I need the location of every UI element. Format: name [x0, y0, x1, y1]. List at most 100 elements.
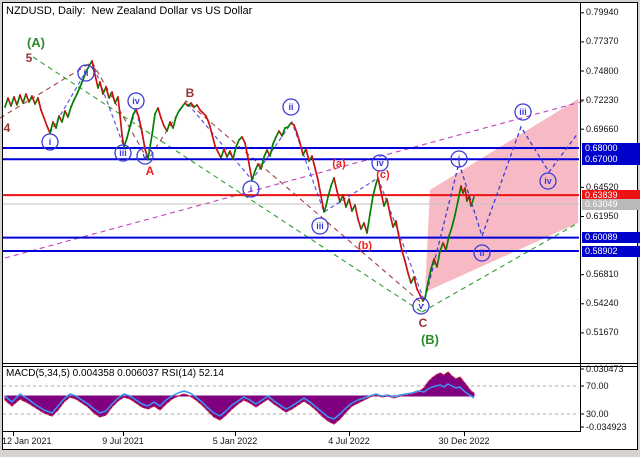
- price-series-segment: [427, 268, 432, 284]
- wave-circle-ii[interactable]: [473, 244, 491, 262]
- price-tick-label: 0.74800: [586, 65, 619, 76]
- price-series-segment: [247, 157, 253, 181]
- wave-circle-label-v: v: [142, 151, 147, 161]
- price-series-segment: [320, 195, 325, 213]
- price-series-segment: [451, 214, 456, 228]
- price-series-segment: [439, 242, 444, 252]
- wave-circle-v[interactable]: [136, 147, 154, 165]
- price-tick-label: 0.54240: [586, 298, 619, 309]
- wave-circle-label-ii: ii: [479, 248, 484, 258]
- wave-letter-B[interactable]: B: [186, 86, 195, 100]
- trendline-green[interactable]: [32, 56, 423, 313]
- price-series-segment: [470, 196, 475, 207]
- trendline-magenta[interactable]: [4, 99, 589, 259]
- time-axis[interactable]: 12 Jan 2021 9 Jul 2021 5 Jan 2022 4 Jul 202…: [0, 432, 580, 452]
- date-label: 5 Jan 2022: [212, 436, 258, 446]
- wave-letter-A[interactable]: A: [146, 164, 155, 178]
- projection-zigzag[interactable]: [424, 125, 579, 300]
- price-series-segment: [119, 114, 123, 136]
- price-series-segment: [296, 132, 301, 144]
- price-series-segment: [160, 117, 165, 127]
- wave-circle-iii[interactable]: [114, 144, 132, 162]
- price-series-segment: [424, 282, 429, 299]
- price-series-segment: [25, 93, 30, 103]
- price-series-segment: [327, 185, 332, 198]
- macd-signal-line: [4, 371, 475, 425]
- date-label: 9 Jul 2021: [102, 436, 144, 446]
- price-series-segment: [299, 142, 304, 156]
- wave-letter-b[interactable]: (b): [358, 240, 372, 252]
- wave-circle-iii[interactable]: [311, 217, 329, 235]
- wave-circle-iv[interactable]: [539, 172, 557, 190]
- wave-circle-i[interactable]: [41, 133, 59, 151]
- price-series-segment: [70, 99, 75, 108]
- price-series-segment: [281, 127, 286, 137]
- wave-circle-label-iii: iii: [119, 148, 127, 158]
- wave-circle-ii[interactable]: [77, 64, 95, 82]
- price-axis[interactable]: 0.79940 0.77370 0.74800 0.72230 0.69660 0.645…: [581, 0, 640, 457]
- wave-circle-ii[interactable]: [282, 98, 300, 116]
- price-series-segment: [49, 121, 54, 134]
- price-series-segment: [314, 167, 319, 181]
- date-label: 30 Dec 2022: [438, 436, 490, 446]
- price-series-segment: [37, 97, 42, 111]
- price-series-segment: [10, 96, 15, 107]
- wave-zigzag-2[interactable]: [187, 103, 425, 301]
- price-series-segment: [61, 110, 66, 123]
- price-level-badge-0.63049: 0.63049: [582, 198, 640, 210]
- price-series-segment: [117, 96, 121, 116]
- price-series-segment: [260, 156, 265, 170]
- price-series-segment: [325, 196, 329, 207]
- price-series-segment: [416, 288, 421, 296]
- wave-circle-label-iv: iv: [376, 158, 384, 168]
- wave-circle-label-iii: iii: [519, 107, 527, 117]
- price-series-segment: [348, 198, 353, 212]
- price-series-segment: [138, 117, 143, 133]
- price-level-badge-0.60089: 0.60089: [582, 232, 640, 244]
- price-series-segment: [323, 205, 327, 213]
- date-label: 12 Jan 2021: [2, 436, 52, 446]
- window-border: [2, 2, 638, 450]
- price-series-segment: [430, 258, 435, 270]
- wave-circle-i[interactable]: [242, 180, 260, 198]
- wave-circle-iv[interactable]: [127, 92, 145, 110]
- wave-letter-5[interactable]: 5: [26, 51, 33, 65]
- price-series-segment: [333, 177, 338, 192]
- chart-title: NZDUSD, Daily: New Zealand Dollar vs US …: [6, 5, 253, 17]
- price-series-segment: [380, 191, 385, 207]
- price-series-segment: [4, 97, 9, 108]
- price-series-segment: [398, 236, 403, 252]
- wave-circle-i[interactable]: [450, 150, 468, 168]
- wave-circle-label-ii: ii: [288, 102, 293, 112]
- price-series-segment: [31, 95, 36, 105]
- trendline-green[interactable]: [421, 222, 579, 313]
- wave-letter-B[interactable]: (B): [421, 332, 439, 347]
- price-tick-label: 0.64520: [586, 181, 619, 192]
- price-series-segment: [464, 187, 468, 202]
- price-tick-label: 0.72230: [586, 94, 619, 105]
- wave-letter-A[interactable]: (A): [27, 35, 45, 50]
- price-level-badge-0.63839: 0.63839: [582, 189, 640, 201]
- price-series-segment: [105, 86, 110, 99]
- price-series-segment: [67, 106, 72, 118]
- macd-tick-label: 30.00: [586, 408, 609, 419]
- wave-letter-a[interactable]: (a): [332, 158, 346, 170]
- wave-letter-C[interactable]: C: [419, 316, 428, 330]
- rsi-line: [4, 383, 475, 420]
- wave-letter-c[interactable]: (c): [376, 169, 390, 181]
- price-series-segment: [395, 220, 400, 238]
- wave-letter-4[interactable]: 4: [4, 121, 11, 135]
- price-series-segment: [147, 134, 153, 160]
- price-level-badge-0.67000: 0.67000: [582, 153, 640, 165]
- price-series-segment: [401, 250, 406, 262]
- wave-circle-label-ii: ii: [83, 68, 88, 78]
- price-series-segment: [126, 125, 131, 139]
- price-series-segment: [79, 79, 84, 88]
- wave-circle-iv[interactable]: [371, 154, 389, 172]
- price-series-segment: [214, 145, 219, 153]
- date-label: 4 Jul 2022: [328, 436, 370, 446]
- price-series-segment: [454, 200, 459, 216]
- wave-circle-v[interactable]: [412, 297, 430, 315]
- wave-circle-iii[interactable]: [514, 103, 532, 121]
